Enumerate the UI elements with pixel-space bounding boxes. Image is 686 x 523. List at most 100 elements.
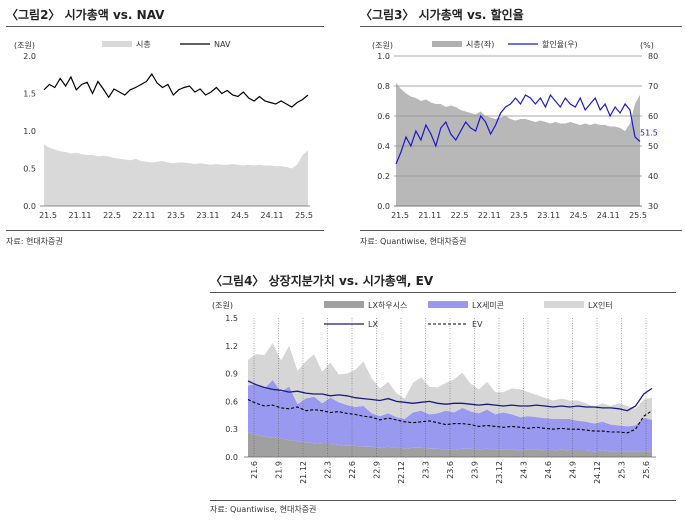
fig4-bottom-rule [210,500,676,501]
fig4-x-tick: 22.12 [397,461,406,484]
fig2-x-tick: 22.11 [133,211,156,220]
fig4-legend-swatch-semicon [428,301,468,308]
fig4-y-tick: 0.9 [225,370,238,379]
fig4-y-tick: 1.5 [225,314,238,323]
fig2-nav-line [43,72,309,108]
fig2-x-tick: 21.11 [69,211,92,220]
fig2-mkt-cap-area [44,144,308,206]
fig4-x-tick: 23.3 [422,461,431,479]
fig2-x-tick: 24.5 [231,211,249,220]
fig4-x-tick: 25.6 [642,461,651,479]
fig3-mkt-cap-area [396,83,640,206]
fig3-unit-left: (조원) [372,41,393,50]
fig4-y-tick: 0.3 [225,425,238,434]
fig4-legend-ev: EV [472,320,483,329]
fig4-lx-line [247,380,653,412]
fig3-y2-tick: 50 [648,142,658,151]
fig4-x-tick: 24.9 [569,461,578,479]
fig2-chart: (조원) 0.0 0.5 1.0 1.5 2.0 21.5 21.11 22.5 22.11 23.… [14,40,313,220]
fig2-x-tick: 24.11 [261,211,284,220]
fig4-title: 〈그림4〉 상장지분가치 vs. 시가총액, EV [210,274,434,288]
fig2-legend-swatch-mkt-cap [102,41,132,47]
fig2-x-tick: 25.5 [295,211,313,220]
fig3-chart: (조원) (%) 0.0 0.2 0.4 0.6 0.8 1.0 30 40 50 60 70 80 51.… [372,39,658,220]
fig2-unit-label: (조원) [14,41,35,50]
fig3-y2-tick: 70 [648,82,658,91]
fig4-ev-line [247,399,653,434]
fig2-y-tick: 1.5 [23,90,36,99]
fig4-x-tick: 23.6 [446,461,455,479]
fig4-x-tick: 25.3 [618,461,627,479]
fig2-top-rule [6,26,324,27]
fig2-x-tick: 23.5 [167,211,185,220]
fig4-x-tick: 23.9 [471,461,480,479]
fig4-x-tick: 21.6 [250,461,259,479]
fig2-y-tick: 2.0 [23,52,36,61]
fig3-y2-tick: 80 [648,52,658,61]
fig4-lx-hausys-area [248,432,652,457]
fig3-y2-tick: 40 [648,172,658,181]
fig3-top-rule [360,26,682,27]
fig4-unit-label: (조원) [212,301,233,310]
fig3-y-tick: 1.0 [377,52,390,61]
fig3-x-tick: 25.5 [629,211,647,220]
fig3-discount-line [395,93,641,165]
fig4-chart: (조원) 0.0 0.3 0.6 0.9 1.2 1.5 21.6 21.9 21.12 22.3 2… [212,300,656,484]
fig4-y-tick: 0.6 [225,397,238,406]
fig2-y-tick: 0.5 [23,165,36,174]
fig2-x-tick: 23.11 [197,211,220,220]
fig2-x-tick: 21.5 [39,211,57,220]
fig4-x-tick: 23.12 [495,461,504,484]
fig2-y-tick: 0.0 [23,202,36,211]
fig3-x-tick: 23.5 [510,211,528,220]
fig4-legend-hausys: LX하우시스 [368,300,407,310]
fig3-y-tick: 0.0 [377,202,390,211]
fig3-bottom-rule [360,230,682,231]
fig4-x-tick: 24.3 [520,461,529,479]
fig4-legend-lx: LX [368,320,378,329]
fig4-lx-inter-area [248,343,652,427]
fig4-x-tick: 22.6 [348,461,357,479]
fig2-title: 〈그림2〉 시가총액 vs. NAV [6,8,165,22]
fig2-source: 자료: 현대차증권 [6,237,63,246]
fig3-x-tick: 21.5 [391,211,409,220]
fig3-end-label: 51.5 [640,129,658,138]
fig4-x-tick: 21.9 [275,461,284,479]
fig4-y-tick: 0.0 [225,453,238,462]
fig4-legend-swatch-hausys [324,301,364,308]
fig3-y2-tick: 60 [648,112,658,121]
fig4-y-tick: 1.2 [225,342,238,351]
fig4-x-tick: 22.3 [324,461,333,479]
fig4-legend-inter: LX인터 [588,300,613,310]
fig3-legend-swatch-mkt-cap [432,41,462,47]
fig2-x-tick: 22.5 [103,211,121,220]
fig3-title: 〈그림3〉 시가총액 vs. 할인율 [360,8,524,22]
fig3-x-tick: 24.11 [597,211,620,220]
fig3-x-tick: 23.11 [537,211,560,220]
fig4-x-tick: 22.9 [373,461,382,479]
fig4-x-tick: 21.12 [299,461,308,484]
fig3-source: 자료: Quantiwise, 현대차증권 [360,237,467,246]
fig4-source: 자료: Quantiwise, 현대차증권 [210,505,317,514]
fig3-x-tick: 22.5 [451,211,469,220]
fig3-y-tick: 0.2 [377,172,390,181]
fig3-x-tick: 22.11 [478,211,501,220]
fig3-x-tick: 21.11 [418,211,441,220]
fig4-top-rule [210,292,676,293]
fig4-x-tick: 24.12 [593,461,602,484]
fig2-y-tick: 1.0 [23,127,36,136]
fig3-legend-mkt-cap: 시총(좌) [466,40,494,49]
fig4-x-tick: 24.6 [544,461,553,479]
fig3-y-tick: 0.8 [377,82,390,91]
fig3-legend-discount: 할인율(우) [542,39,578,49]
fig3-y2-tick: 30 [648,202,658,211]
fig4-legend-swatch-inter [544,301,584,308]
fig3-y-tick: 0.4 [377,142,390,151]
fig2-bottom-rule [6,230,324,231]
fig3-unit-right: (%) [640,41,654,50]
fig2-legend-nav: NAV [214,40,231,49]
fig2-legend-mkt-cap: 시총 [136,40,151,49]
fig4-legend-semicon: LX세미콘 [472,301,504,310]
fig3-y-tick: 0.6 [377,112,390,121]
fig3-x-tick: 24.5 [570,211,588,220]
